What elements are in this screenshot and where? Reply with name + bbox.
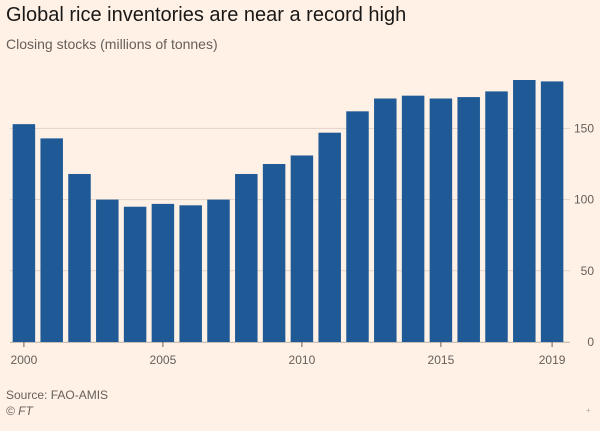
bar-2018: [513, 80, 536, 342]
y-tick-label-100: 100: [574, 193, 594, 207]
bar-2019: [540, 81, 564, 342]
bar-2017: [485, 91, 508, 343]
chart-subtitle: Closing stocks (millions of tonnes): [6, 36, 218, 52]
bar-2016: [457, 97, 480, 342]
bar-2013: [374, 98, 397, 343]
source-note: Source: FAO-AMIS: [6, 388, 109, 402]
bar-2015: [429, 98, 453, 343]
bar-2012: [346, 111, 369, 343]
x-tick-label-2015: 2015: [428, 353, 455, 367]
bar-2010: [290, 155, 314, 342]
x-tick-label-2019: 2019: [539, 353, 566, 367]
bar-2000: [12, 124, 36, 343]
bar-2004: [123, 206, 147, 342]
bar-2001: [40, 138, 63, 342]
y-tick-label-150: 150: [574, 121, 594, 135]
bar-2014: [401, 95, 425, 342]
credit-note: © FT: [6, 404, 33, 418]
bar-2007: [207, 199, 230, 342]
x-tick-label-2010: 2010: [289, 353, 316, 367]
bar-2005: [151, 203, 175, 342]
bar-2008: [235, 173, 258, 342]
x-tick-label-2000: 2000: [11, 353, 38, 367]
bar-2002: [68, 173, 91, 342]
corner-mark: +: [586, 406, 591, 415]
bar-2011: [318, 132, 341, 342]
x-tick-label-2005: 2005: [150, 353, 177, 367]
chart-title: Global rice inventories are near a recor…: [6, 4, 407, 26]
y-tick-label-0: 0: [587, 335, 594, 349]
bar-2006: [179, 205, 202, 342]
bar-2009: [262, 164, 286, 342]
y-tick-label-50: 50: [581, 264, 595, 278]
bar-2003: [96, 199, 119, 342]
